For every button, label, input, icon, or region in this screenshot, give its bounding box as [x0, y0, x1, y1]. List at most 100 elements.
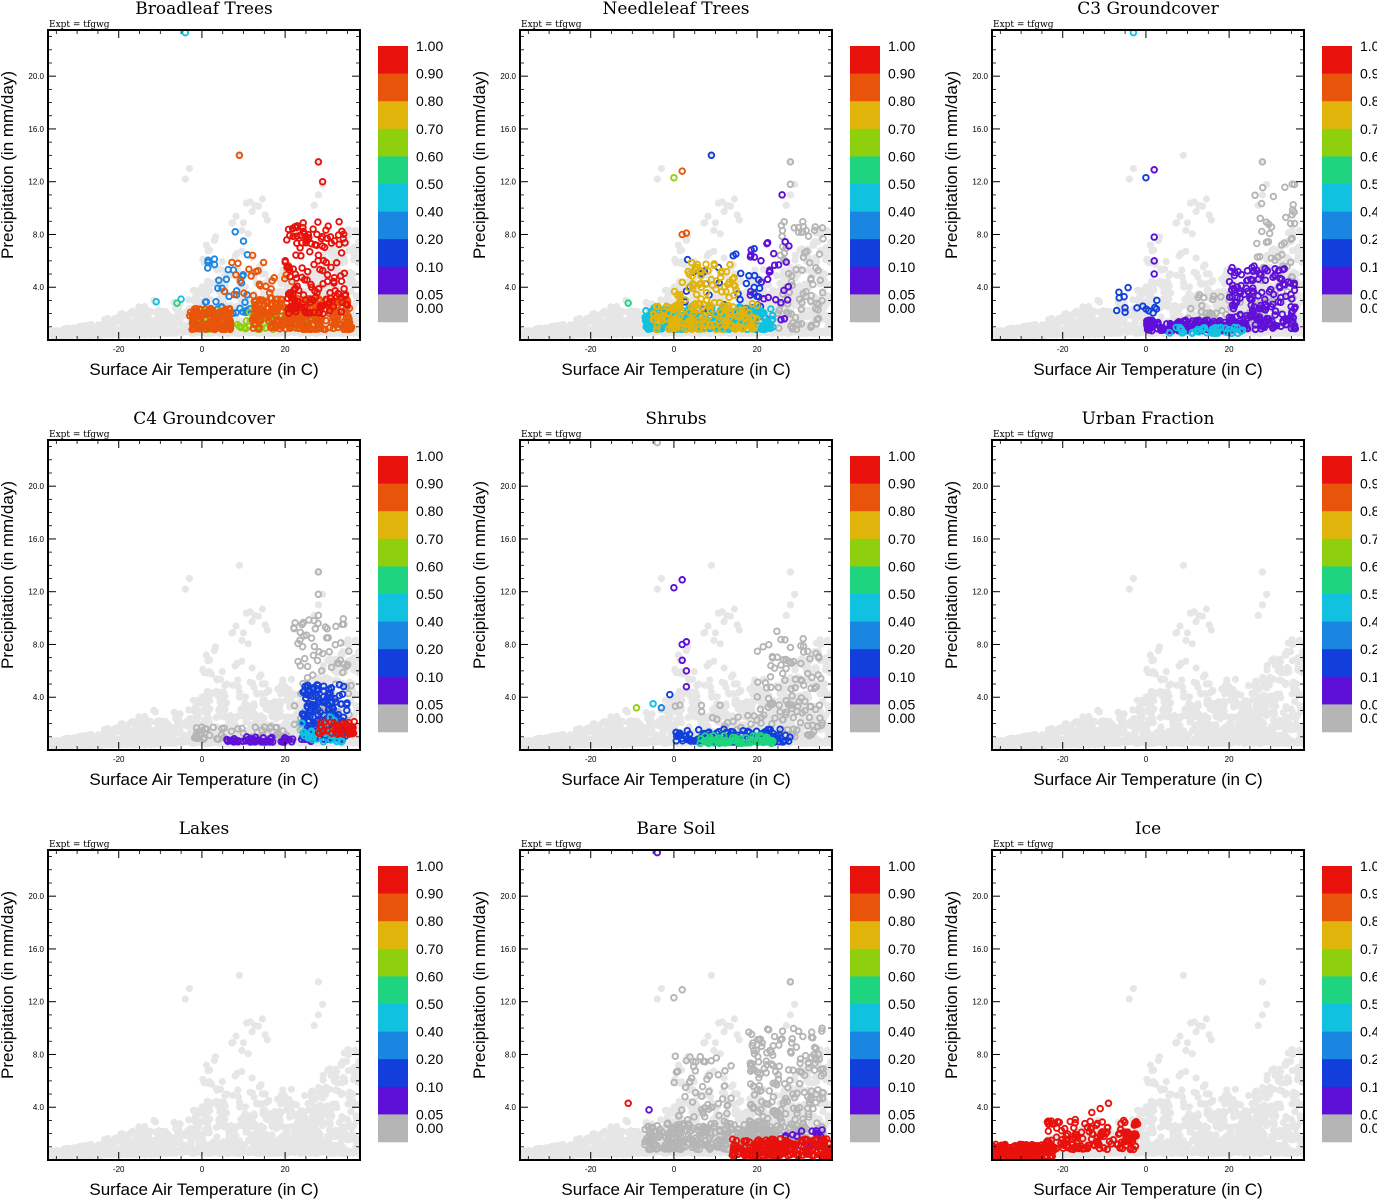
background-point [653, 175, 661, 183]
background-point [276, 287, 284, 295]
data-point [312, 317, 320, 326]
data-point [239, 237, 248, 245]
colorbar-swatch [850, 266, 880, 295]
data-point [270, 274, 278, 282]
background-point [1179, 151, 1187, 159]
colorbar-swatch [850, 211, 880, 240]
background-point [141, 316, 149, 324]
background-point [1173, 219, 1181, 227]
y-tick-label: 12.0 [28, 178, 44, 187]
background-point [251, 202, 259, 210]
background-point [1295, 226, 1303, 235]
background-point [609, 309, 617, 317]
y-tick-label: 8.0 [505, 230, 517, 239]
colorbar: 1.000.900.800.700.600.500.400.200.100.05… [850, 38, 915, 323]
background-point [1096, 308, 1104, 316]
background-point [164, 320, 172, 328]
background-point [1101, 329, 1109, 337]
background-point [190, 297, 198, 305]
colorbar-label: 0.05 [416, 286, 443, 302]
background-point [814, 329, 823, 337]
data-point [257, 311, 266, 319]
data-point [809, 280, 817, 289]
data-point [340, 321, 348, 330]
data-point [196, 305, 204, 313]
background-point [204, 247, 212, 255]
data-point [212, 297, 220, 306]
data-point [181, 30, 190, 37]
background-point [1030, 329, 1038, 337]
background-point [992, 329, 997, 338]
background-point [164, 329, 172, 337]
background-point [1166, 270, 1175, 278]
background-point [175, 319, 183, 327]
data-point [340, 325, 348, 334]
data-point [240, 289, 248, 297]
data-point [312, 293, 320, 301]
background-point [1178, 266, 1186, 274]
data-point [204, 258, 212, 267]
background-point [310, 201, 318, 209]
background-point [1140, 290, 1148, 298]
y-tick-label: 16.0 [28, 125, 44, 134]
data-point [319, 309, 327, 318]
background-point [1087, 327, 1095, 335]
background-point [1075, 325, 1083, 333]
colorbar-label: 0.10 [416, 259, 443, 275]
background-point [196, 290, 204, 298]
background-point [1176, 212, 1184, 220]
background-point [157, 329, 165, 337]
data-point [214, 284, 222, 292]
background-point [786, 191, 795, 199]
data-point [325, 307, 334, 315]
colorbar-label: 0.60 [416, 148, 443, 164]
background-point [74, 332, 82, 340]
data-point [757, 257, 765, 265]
data-point [289, 232, 297, 241]
y-tick-label: 8.0 [33, 230, 45, 239]
background-point [1161, 265, 1169, 273]
background-point [145, 307, 153, 315]
background-point [791, 301, 799, 310]
background-point [181, 175, 189, 183]
data-point [763, 238, 772, 247]
scatter-points [992, 30, 1304, 340]
background-point [1177, 249, 1185, 257]
data-point [294, 320, 303, 329]
data-point [778, 191, 786, 199]
data-point [219, 307, 227, 315]
colorbar-label: 0.20 [416, 231, 443, 247]
data-point [253, 303, 261, 312]
data-point [236, 277, 245, 285]
x-tick-label: 20 [753, 345, 762, 354]
colorbar-swatch [850, 73, 880, 102]
data-point [209, 316, 217, 324]
data-point [293, 282, 301, 290]
data-point [310, 260, 318, 269]
colorbar-swatch [850, 184, 880, 212]
data-point [286, 231, 294, 240]
x-tick-label: 0 [672, 345, 677, 354]
data-point [296, 244, 304, 252]
data-point [332, 259, 341, 267]
colorbar: 1.000.900.800.700.600.500.400.200.100.05… [378, 38, 443, 323]
data-point [224, 323, 233, 332]
background-point [795, 282, 803, 290]
data-point [292, 251, 300, 259]
background-point [349, 270, 357, 278]
background-point [624, 308, 632, 316]
data-point [231, 228, 239, 236]
data-point [337, 308, 346, 316]
background-point [1148, 247, 1156, 255]
data-point [314, 218, 322, 226]
background-point [705, 249, 713, 257]
background-point [1258, 191, 1266, 199]
background-point [642, 298, 650, 306]
data-point [337, 249, 346, 257]
background-point [258, 195, 266, 203]
data-point [210, 255, 219, 263]
background-point [217, 265, 225, 273]
background-point [1094, 316, 1102, 325]
